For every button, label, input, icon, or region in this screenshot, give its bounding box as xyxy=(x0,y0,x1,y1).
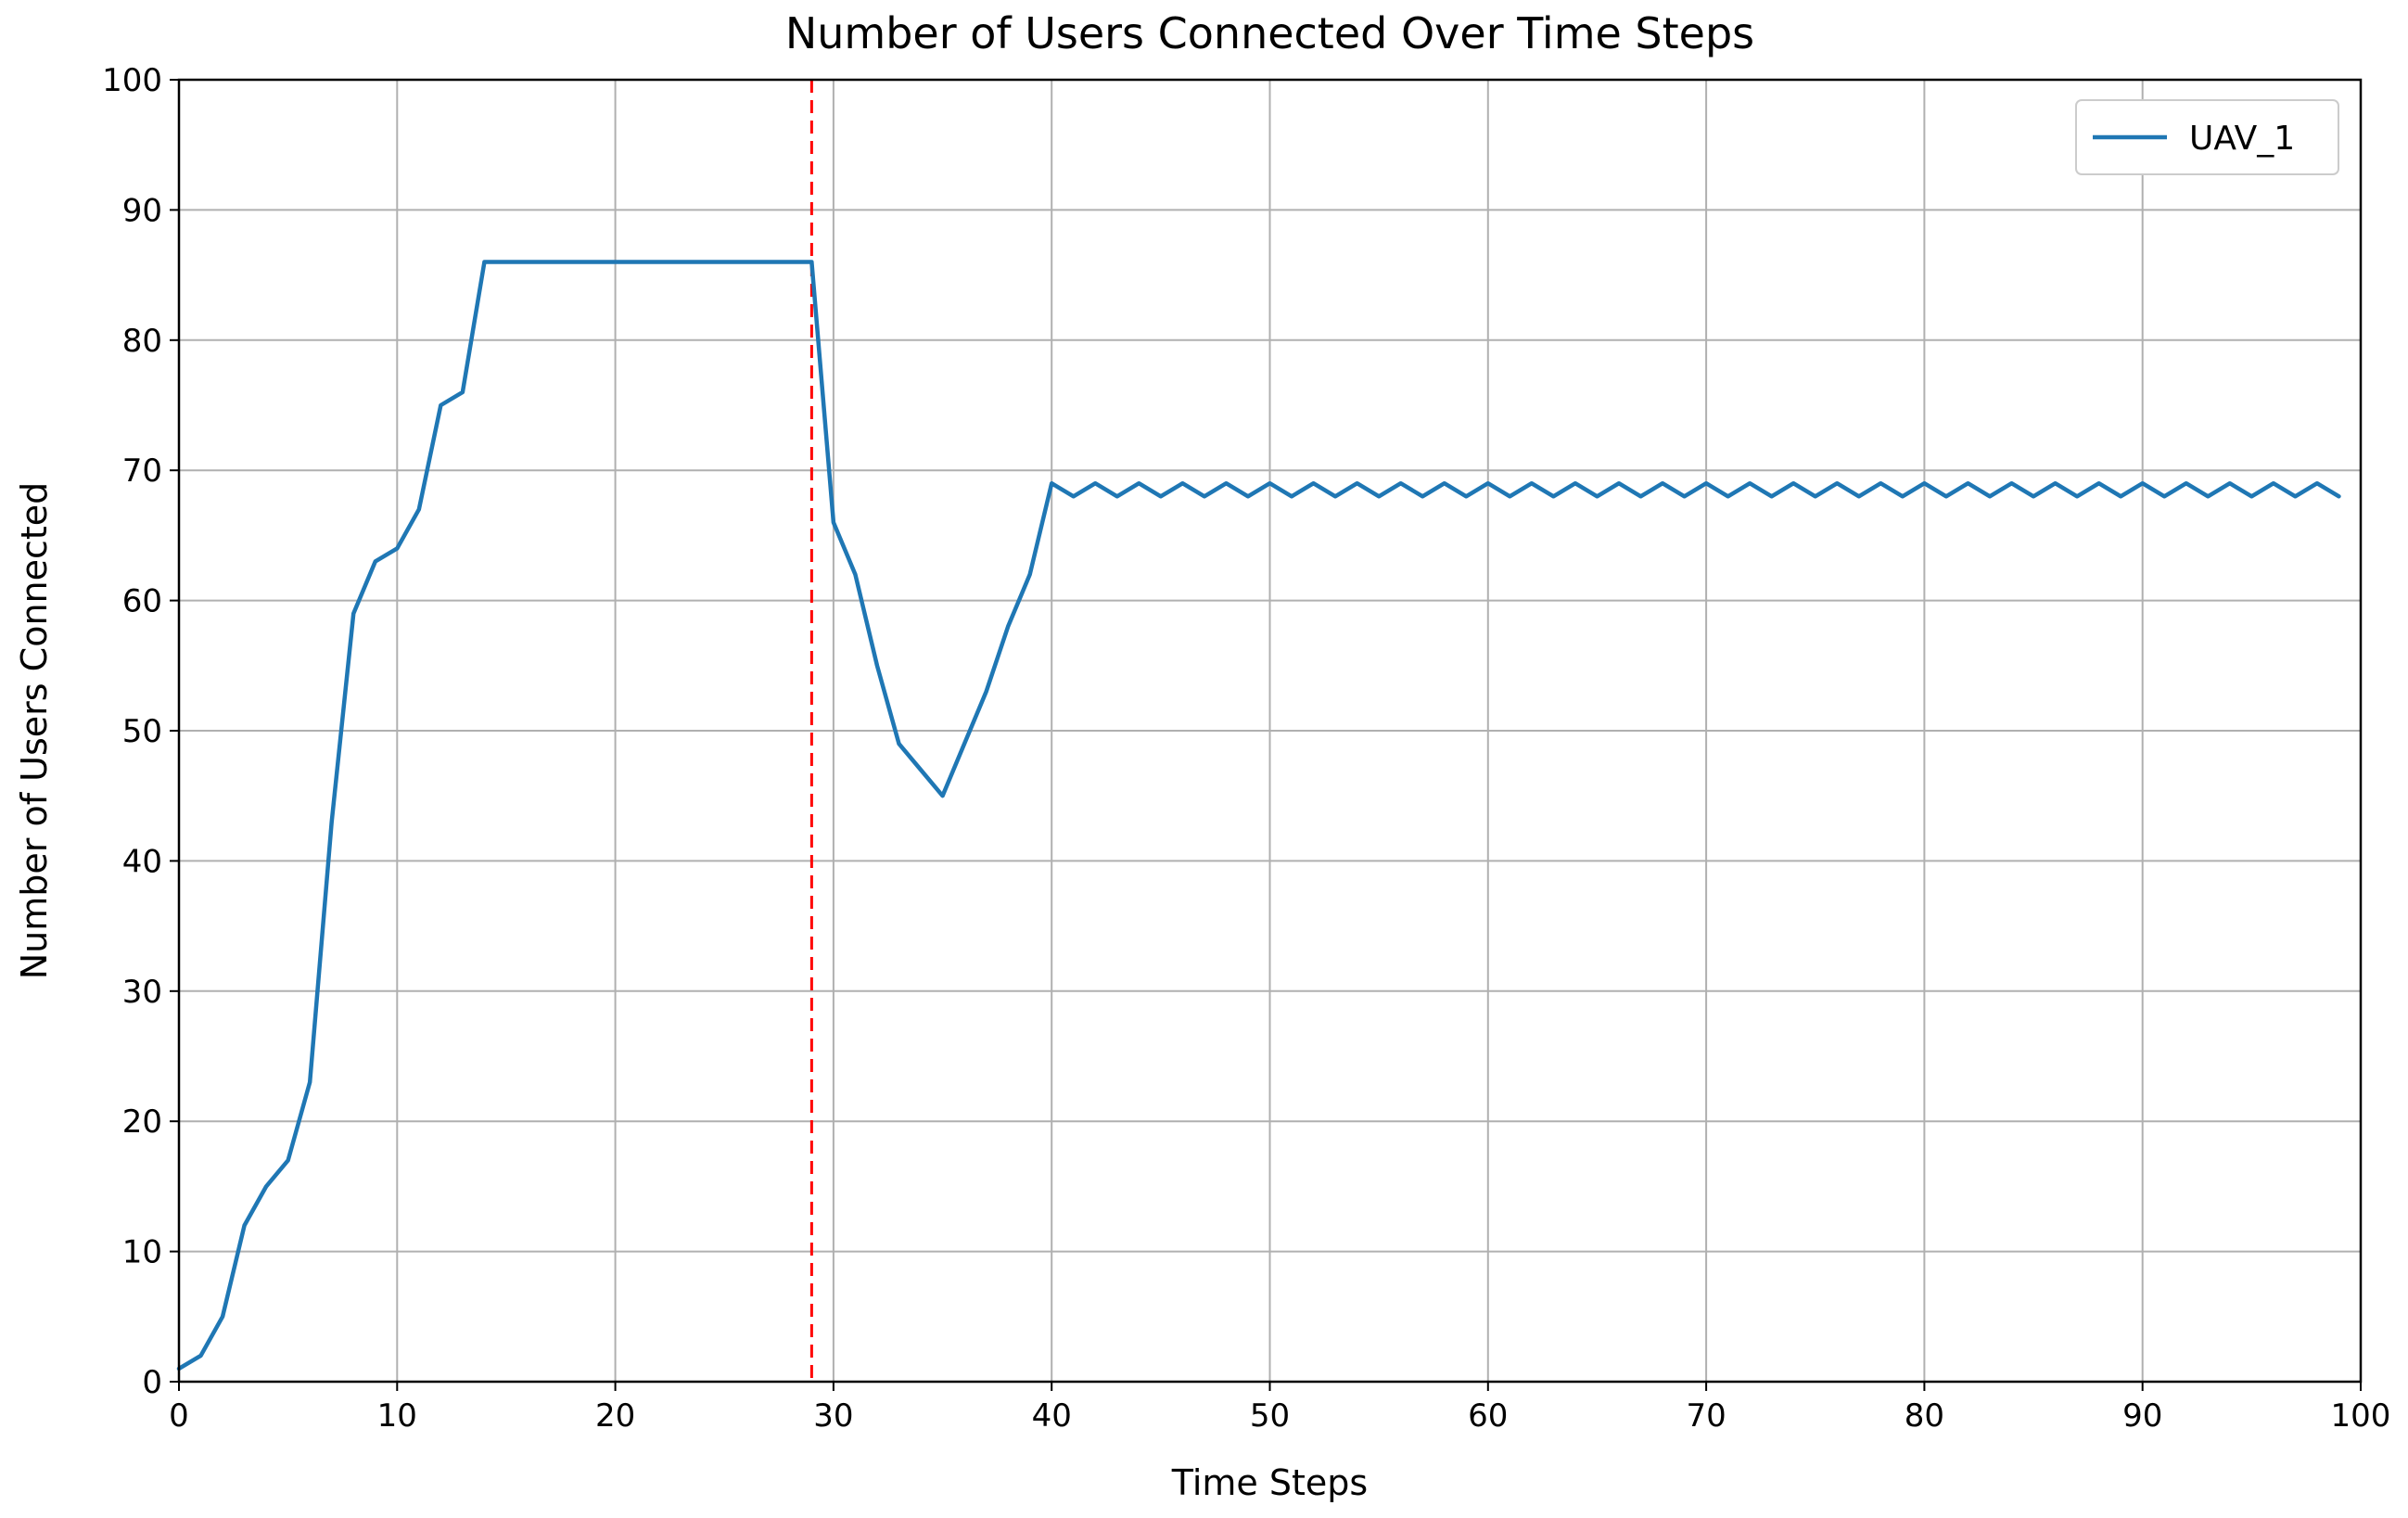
legend: UAV_1 xyxy=(2075,99,2339,175)
x-tick-label: 30 xyxy=(813,1397,853,1435)
x-tick-label: 100 xyxy=(2331,1397,2391,1435)
series-layer xyxy=(176,260,2341,1371)
chart-title: Number of Users Connected Over Time Step… xyxy=(785,8,1754,58)
x-tick-label: 10 xyxy=(377,1397,417,1435)
y-tick-label: 50 xyxy=(122,713,162,750)
y-tick-label: 60 xyxy=(122,583,162,620)
y-tick-label: 90 xyxy=(122,192,162,229)
legend-box xyxy=(2075,99,2339,175)
y-tick-label: 70 xyxy=(122,453,162,490)
y-axis-ticks: 0 10 20 30 40 50 60 70 80 90 100 xyxy=(102,62,179,1401)
y-tick-label: 0 xyxy=(142,1364,162,1401)
x-tick-label: 50 xyxy=(1250,1397,1290,1435)
x-tick-label: 40 xyxy=(1032,1397,1072,1435)
y-axis-label: Number of Users Connected xyxy=(14,482,55,980)
y-tick-label: 100 xyxy=(102,62,162,99)
series-line-uav-1 xyxy=(176,260,2341,1371)
grid xyxy=(178,79,2362,1383)
legend-label-uav-1: UAV_1 xyxy=(2189,120,2295,158)
x-axis-ticks: 0 10 20 30 40 50 60 70 80 90 100 xyxy=(169,1382,2390,1435)
y-tick-label: 30 xyxy=(122,974,162,1011)
x-tick-label: 70 xyxy=(1686,1397,1726,1435)
y-tick-label: 20 xyxy=(122,1103,162,1141)
x-tick-label: 60 xyxy=(1468,1397,1508,1435)
x-tick-label: 20 xyxy=(595,1397,635,1435)
x-tick-label: 80 xyxy=(1905,1397,1944,1435)
x-tick-label: 90 xyxy=(2122,1397,2162,1435)
y-tick-label: 10 xyxy=(122,1234,162,1271)
x-axis-label: Time Steps xyxy=(1171,1462,1368,1503)
y-tick-label: 80 xyxy=(122,323,162,360)
x-tick-label: 0 xyxy=(169,1397,189,1435)
y-tick-label: 40 xyxy=(122,843,162,880)
